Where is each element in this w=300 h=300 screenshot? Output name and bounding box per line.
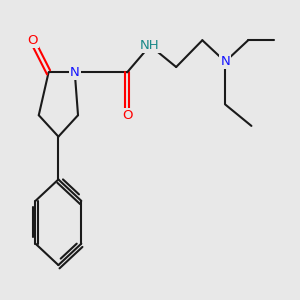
Text: N: N xyxy=(220,55,230,68)
Text: O: O xyxy=(27,34,38,47)
Text: N: N xyxy=(70,66,80,79)
Text: NH: NH xyxy=(140,39,160,52)
Text: O: O xyxy=(122,109,132,122)
